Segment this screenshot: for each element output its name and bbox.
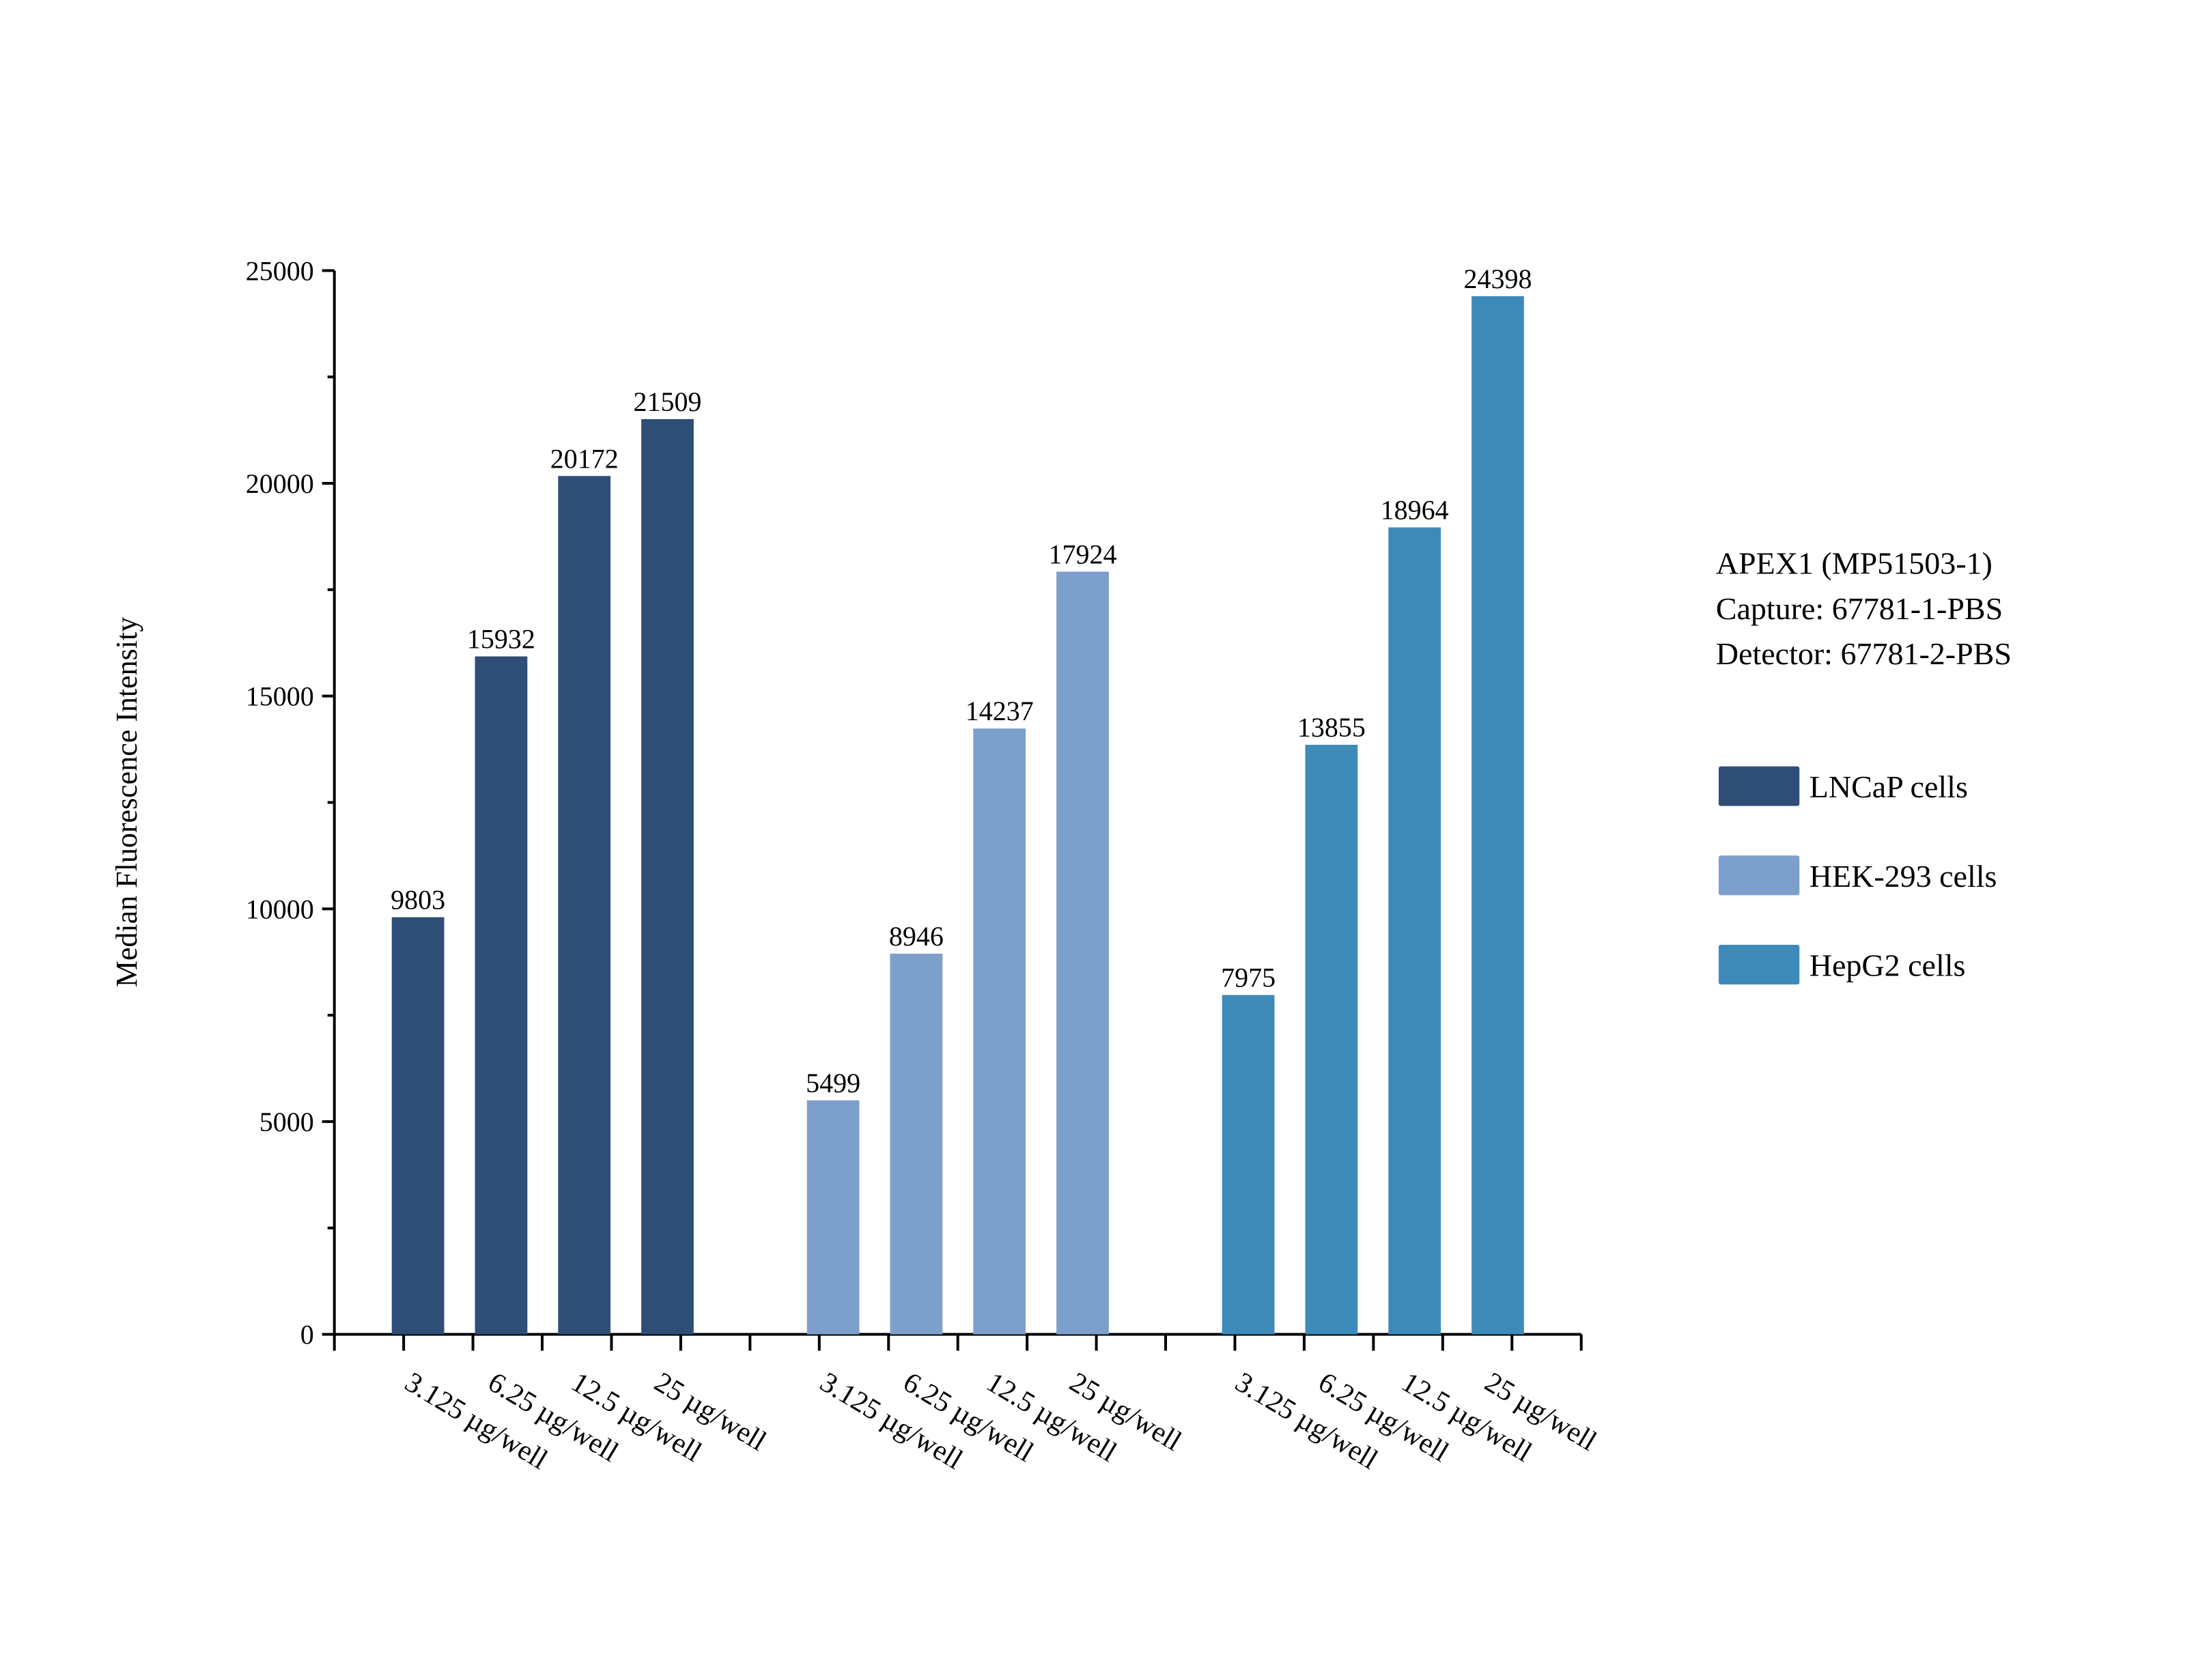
- y-tick-label: 10000: [246, 894, 314, 924]
- bar: [1388, 527, 1441, 1335]
- legend: LNCaP cells HEK-293 cells HepG2 cells: [1718, 766, 1997, 985]
- legend-swatch: [1718, 855, 1800, 896]
- legend-swatch: [1718, 945, 1800, 985]
- y-tick-label: 20000: [246, 468, 314, 499]
- bar: [641, 418, 694, 1335]
- data-label: 17924: [1049, 539, 1117, 569]
- legend-label: HepG2 cells: [1810, 948, 1966, 983]
- data-label: 14237: [966, 696, 1034, 726]
- bar: [1222, 995, 1275, 1335]
- bar: [890, 954, 943, 1335]
- data-label: 24398: [1463, 264, 1532, 294]
- y-tick-label: 0: [300, 1320, 314, 1350]
- axes: 0 5000 10000 15000 20000 25000: [246, 255, 1583, 1351]
- data-label: 21509: [634, 386, 702, 417]
- data-label: 15932: [467, 624, 535, 655]
- data-label: 9803: [391, 885, 445, 915]
- bar: [806, 1100, 860, 1335]
- annotation-line: APEX1 (MP51503-1): [1716, 545, 1993, 580]
- annotation-line: Detector: 67781-2-PBS: [1716, 636, 2012, 671]
- legend-label: HEK-293 cells: [1810, 859, 1997, 894]
- bar: [1305, 745, 1358, 1335]
- bar: [1472, 296, 1524, 1335]
- bar: [475, 656, 528, 1335]
- bar: [973, 728, 1026, 1335]
- data-label: 7975: [1221, 963, 1276, 993]
- y-tick-label: 15000: [246, 681, 314, 712]
- y-tick-label: 25000: [246, 255, 314, 286]
- data-label: 8946: [889, 921, 944, 952]
- legend-swatch: [1718, 766, 1800, 806]
- annotation-line: Capture: 67781-1-PBS: [1716, 591, 2003, 626]
- bar: [391, 917, 445, 1335]
- data-label: 20172: [550, 443, 619, 474]
- annotation: APEX1 (MP51503-1) Capture: 67781-1-PBS Det…: [1716, 545, 2012, 671]
- data-label: 13855: [1297, 712, 1366, 743]
- y-axis-label: Median Fluorescence Intensity: [110, 617, 143, 988]
- data-label: 18964: [1381, 495, 1449, 526]
- legend-label: LNCaP cells: [1810, 769, 1968, 804]
- bar: [1056, 571, 1109, 1335]
- bar: [558, 476, 611, 1335]
- data-label: 5499: [806, 1068, 860, 1098]
- y-tick-label: 5000: [259, 1107, 314, 1137]
